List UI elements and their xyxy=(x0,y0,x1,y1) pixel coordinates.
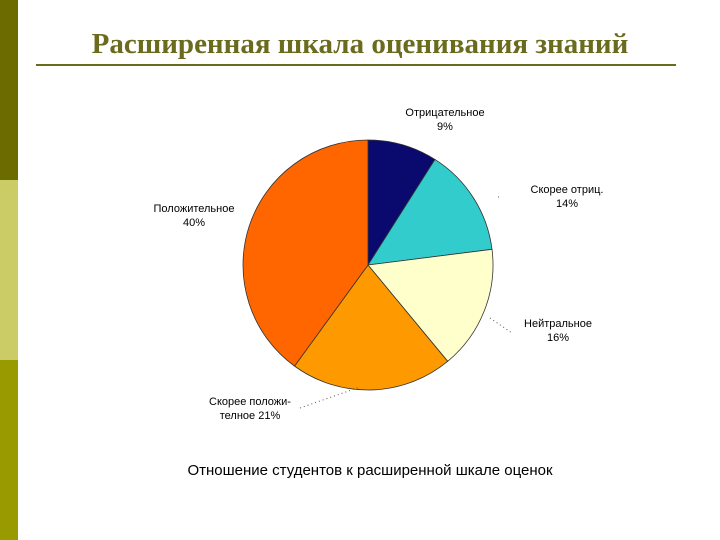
pie-slice xyxy=(367,248,494,362)
slice-category: Отрицательное xyxy=(405,107,485,119)
leader-line xyxy=(489,317,513,334)
slice-category: Нейтральное xyxy=(524,318,592,330)
slice-category: Скорее положи- телное xyxy=(209,396,291,422)
slice-value-label: 9% xyxy=(437,121,453,133)
side-strip xyxy=(0,0,18,180)
slice-label: Скорее отриц. 14% xyxy=(507,183,627,211)
title-rule xyxy=(36,64,676,66)
slice-label: Отрицательное 9% xyxy=(385,106,505,134)
leader-line xyxy=(299,386,361,409)
slice-category: Скорее отриц. xyxy=(530,184,604,196)
side-strip xyxy=(0,360,18,540)
slice-label: Нейтральное 16% xyxy=(498,317,618,345)
slice-value-label: 21% xyxy=(258,410,281,422)
chart-caption: Отношение студентов к расширенной шкале … xyxy=(187,462,553,479)
pie-slice xyxy=(242,139,369,367)
slice-value-label: 14% xyxy=(555,198,579,210)
slice-label: Положительное 40% xyxy=(134,202,254,230)
slide-title: Расширенная шкала оценивания знаний xyxy=(91,28,629,60)
slice-label: Скорее положи- телное 21% xyxy=(203,395,298,423)
slice-category: Положительное xyxy=(153,203,235,215)
pie-slice xyxy=(367,158,493,266)
slice-value-label: 16% xyxy=(546,332,570,344)
slice-value-label: 40% xyxy=(182,217,206,229)
pie-slice xyxy=(293,264,449,391)
side-strip xyxy=(0,180,18,360)
